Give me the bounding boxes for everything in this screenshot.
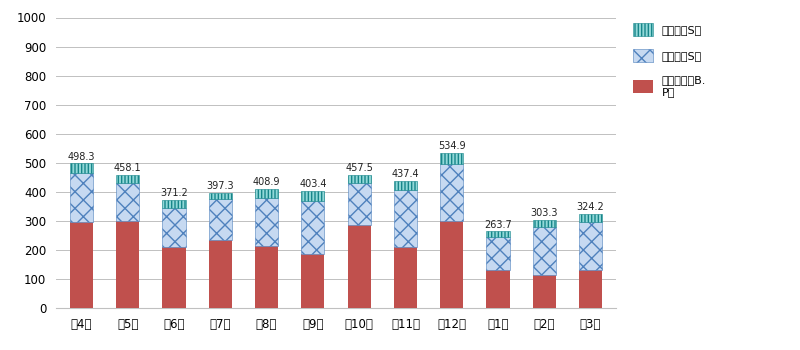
Text: 408.9: 408.9: [253, 177, 280, 188]
Bar: [394, 247, 417, 308]
Bar: [394, 181, 417, 190]
Bar: [302, 254, 325, 308]
Bar: [209, 193, 232, 199]
Text: 534.9: 534.9: [438, 141, 466, 151]
Bar: [116, 175, 139, 183]
Bar: [440, 153, 463, 164]
Bar: [162, 200, 186, 208]
Bar: [347, 225, 370, 308]
Bar: [533, 275, 556, 308]
Bar: [347, 183, 370, 225]
Bar: [116, 221, 139, 308]
Text: 397.3: 397.3: [206, 181, 234, 191]
Bar: [347, 175, 370, 183]
Text: 458.1: 458.1: [114, 163, 142, 173]
Bar: [255, 198, 278, 246]
Legend: 大木町（S）, 筑後市（S）, 大牧田市（B.
P）: 大木町（S）, 筑後市（S）, 大牧田市（B. P）: [633, 23, 706, 97]
Bar: [209, 240, 232, 308]
Bar: [440, 164, 463, 221]
Text: 437.4: 437.4: [392, 169, 419, 179]
Bar: [579, 270, 602, 308]
Bar: [302, 191, 325, 201]
Bar: [533, 227, 556, 275]
Text: 263.7: 263.7: [484, 220, 512, 230]
Bar: [255, 246, 278, 308]
Bar: [70, 222, 93, 308]
Text: 498.3: 498.3: [68, 152, 95, 161]
Text: 303.3: 303.3: [530, 208, 558, 218]
Bar: [162, 208, 186, 247]
Bar: [486, 270, 510, 308]
Bar: [162, 247, 186, 308]
Bar: [70, 173, 93, 222]
Bar: [579, 214, 602, 222]
Bar: [486, 231, 510, 237]
Text: 457.5: 457.5: [346, 163, 373, 173]
Bar: [579, 222, 602, 270]
Bar: [209, 199, 232, 240]
Bar: [255, 189, 278, 198]
Bar: [70, 163, 93, 173]
Bar: [394, 190, 417, 247]
Text: 371.2: 371.2: [160, 188, 188, 198]
Bar: [533, 220, 556, 227]
Bar: [302, 201, 325, 254]
Text: 324.2: 324.2: [577, 202, 605, 212]
Bar: [116, 183, 139, 221]
Text: 403.4: 403.4: [299, 179, 326, 189]
Bar: [486, 237, 510, 270]
Bar: [440, 221, 463, 308]
